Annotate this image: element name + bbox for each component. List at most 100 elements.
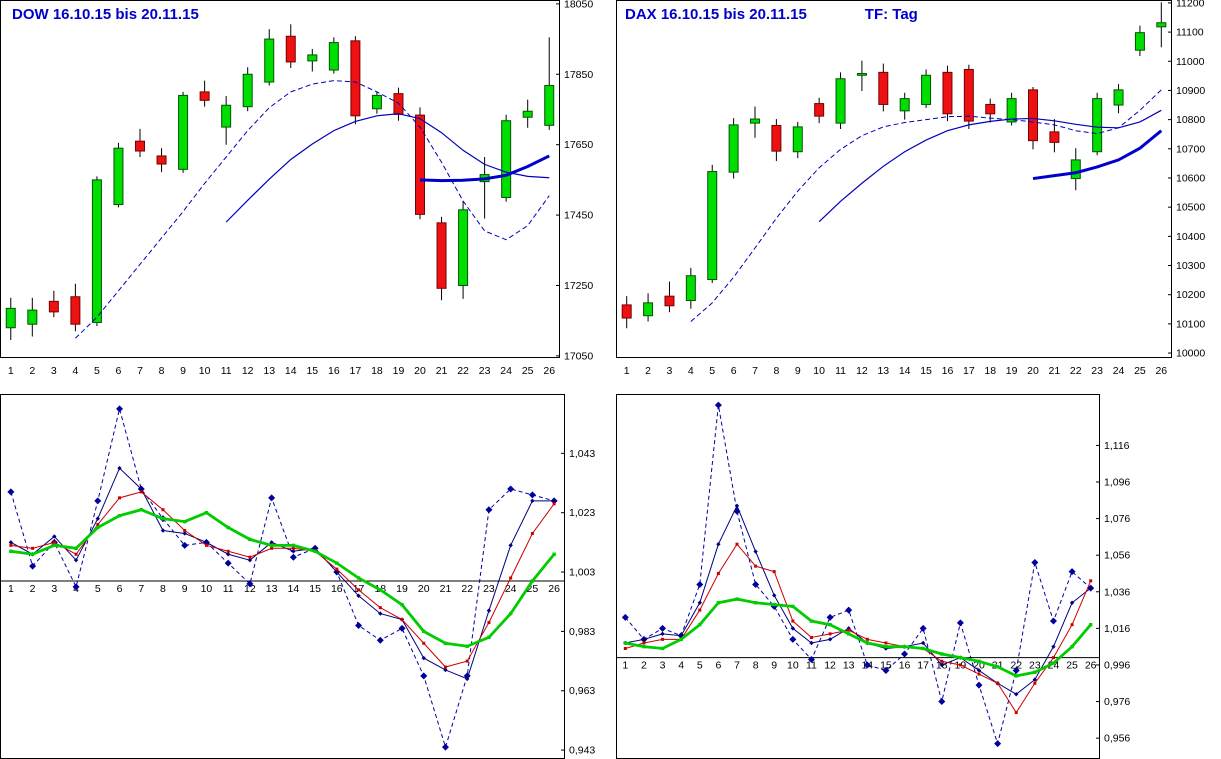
svg-text:5: 5 xyxy=(709,365,715,377)
svg-text:19: 19 xyxy=(1006,365,1018,377)
svg-text:2: 2 xyxy=(645,365,651,377)
svg-text:13: 13 xyxy=(266,583,278,595)
svg-text:10900: 10900 xyxy=(1176,85,1205,97)
panel-dow-price: 18050 17850 17650 17450 17250 17050 1 2 3 4 5 6 7 8 9 1… xyxy=(0,0,608,390)
svg-text:18: 18 xyxy=(371,365,383,377)
svg-text:1: 1 xyxy=(622,660,628,672)
svg-text:17: 17 xyxy=(917,660,929,672)
svg-text:6: 6 xyxy=(117,583,123,595)
svg-text:8: 8 xyxy=(160,583,166,595)
svg-text:12: 12 xyxy=(242,365,254,377)
svg-text:9: 9 xyxy=(182,583,188,595)
svg-text:17650: 17650 xyxy=(564,139,593,151)
svg-text:3: 3 xyxy=(51,365,57,377)
svg-text:0,976: 0,976 xyxy=(1104,696,1130,708)
svg-text:11000: 11000 xyxy=(1176,56,1205,68)
svg-text:1: 1 xyxy=(624,365,630,377)
svg-text:3: 3 xyxy=(667,365,673,377)
svg-text:7: 7 xyxy=(138,583,144,595)
svg-text:1,003: 1,003 xyxy=(569,567,595,579)
svg-text:11: 11 xyxy=(806,660,817,672)
svg-text:24: 24 xyxy=(505,583,517,595)
svg-text:25: 25 xyxy=(1134,365,1146,377)
svg-text:24: 24 xyxy=(1048,660,1060,672)
svg-text:7: 7 xyxy=(137,365,143,377)
svg-text:1,056: 1,056 xyxy=(1104,550,1130,562)
svg-text:3: 3 xyxy=(51,583,57,595)
svg-text:8: 8 xyxy=(753,660,759,672)
svg-text:1,023: 1,023 xyxy=(569,507,595,519)
svg-text:23: 23 xyxy=(479,365,491,377)
svg-text:10200: 10200 xyxy=(1176,289,1205,301)
svg-text:24: 24 xyxy=(1113,365,1125,377)
svg-text:9: 9 xyxy=(795,365,801,377)
svg-text:16: 16 xyxy=(328,365,340,377)
svg-text:18050: 18050 xyxy=(564,0,593,10)
svg-text:18: 18 xyxy=(984,365,996,377)
svg-text:2: 2 xyxy=(641,660,647,672)
svg-text:3: 3 xyxy=(660,660,666,672)
svg-text:15: 15 xyxy=(309,583,321,595)
svg-text:10500: 10500 xyxy=(1176,202,1205,214)
svg-text:10600: 10600 xyxy=(1176,172,1205,184)
svg-text:14: 14 xyxy=(285,365,297,377)
svg-text:11: 11 xyxy=(835,365,846,377)
svg-text:16: 16 xyxy=(899,660,911,672)
svg-text:23: 23 xyxy=(1029,660,1041,672)
svg-text:0,956: 0,956 xyxy=(1104,733,1130,745)
dax-indicator-chart: 1,116 1,096 1,076 1,056 1,036 1,016 0,996 0,976… xyxy=(616,394,1130,759)
svg-text:26: 26 xyxy=(1155,365,1167,377)
svg-text:21: 21 xyxy=(1049,365,1061,377)
svg-text:10300: 10300 xyxy=(1176,260,1205,272)
svg-text:5: 5 xyxy=(697,660,703,672)
svg-text:13: 13 xyxy=(263,365,275,377)
svg-text:1,076: 1,076 xyxy=(1104,513,1130,525)
svg-text:9: 9 xyxy=(180,365,186,377)
svg-text:14: 14 xyxy=(899,365,911,377)
svg-text:11: 11 xyxy=(221,365,232,377)
svg-text:22: 22 xyxy=(1070,365,1082,377)
svg-text:21: 21 xyxy=(440,583,452,595)
panel-dow-ratio: 1,0431,0231,0030,9830,9630,9431234567891… xyxy=(0,390,608,759)
svg-text:1: 1 xyxy=(8,365,14,377)
svg-text:0,996: 0,996 xyxy=(1104,659,1130,671)
svg-text:21: 21 xyxy=(436,365,448,377)
svg-text:10000: 10000 xyxy=(1176,348,1205,360)
svg-text:20: 20 xyxy=(1027,365,1039,377)
svg-text:1,043: 1,043 xyxy=(569,448,595,460)
svg-text:4: 4 xyxy=(72,365,78,377)
svg-text:2: 2 xyxy=(29,365,35,377)
svg-text:15: 15 xyxy=(306,365,318,377)
svg-text:10100: 10100 xyxy=(1176,318,1205,330)
svg-text:6: 6 xyxy=(116,365,122,377)
svg-text:1,016: 1,016 xyxy=(1104,623,1130,635)
svg-text:17050: 17050 xyxy=(564,350,593,362)
svg-text:10: 10 xyxy=(201,583,213,595)
svg-text:11100: 11100 xyxy=(1176,27,1204,39)
svg-text:19: 19 xyxy=(393,365,405,377)
svg-text:4: 4 xyxy=(678,660,684,672)
svg-text:10800: 10800 xyxy=(1176,114,1205,126)
svg-text:17: 17 xyxy=(963,365,975,377)
svg-text:17: 17 xyxy=(350,365,362,377)
svg-text:15: 15 xyxy=(880,660,892,672)
svg-text:25: 25 xyxy=(522,365,534,377)
svg-text:8: 8 xyxy=(159,365,165,377)
svg-text:16: 16 xyxy=(331,583,343,595)
svg-text:0,943: 0,943 xyxy=(569,745,595,757)
svg-text:23: 23 xyxy=(483,583,495,595)
svg-text:12: 12 xyxy=(824,660,836,672)
svg-text:19: 19 xyxy=(396,583,408,595)
svg-text:7: 7 xyxy=(734,660,740,672)
svg-text:22: 22 xyxy=(1010,660,1022,672)
svg-text:1,096: 1,096 xyxy=(1104,477,1130,489)
svg-text:5: 5 xyxy=(94,365,100,377)
svg-text:12: 12 xyxy=(244,583,256,595)
svg-text:2: 2 xyxy=(30,583,36,595)
svg-text:7: 7 xyxy=(752,365,758,377)
dow-indicator-chart: 1,0431,0231,0030,9830,9630,9431234567891… xyxy=(0,394,595,759)
panel-dax-price: 11200 11100 11000 10900 10800 10700 10600 10500… xyxy=(613,0,1221,390)
svg-text:17450: 17450 xyxy=(564,210,593,222)
svg-text:11: 11 xyxy=(223,583,234,595)
